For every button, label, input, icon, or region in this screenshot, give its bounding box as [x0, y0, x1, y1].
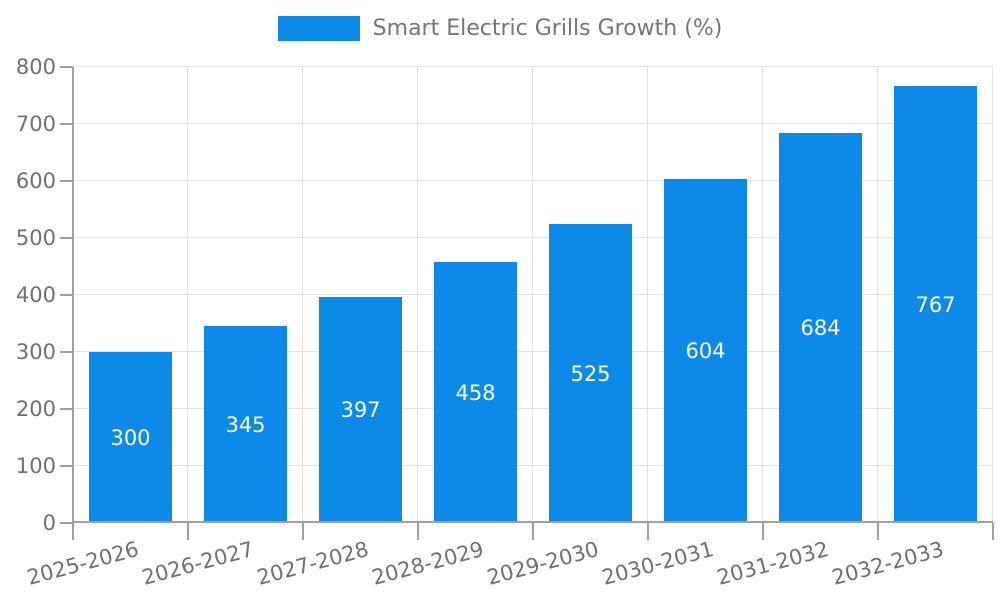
y-axis-tick-label: 300 — [15, 340, 56, 364]
x-axis-tick — [647, 523, 649, 540]
gridline-vertical — [762, 67, 763, 523]
y-axis-tick-label: 100 — [15, 454, 56, 478]
bar-value-label: 300 — [110, 425, 151, 450]
gridline-horizontal — [73, 408, 993, 409]
bar-value-label: 604 — [685, 339, 726, 363]
x-axis-tick — [992, 523, 994, 540]
gridline-vertical — [647, 67, 648, 523]
bar-2026-2027[interactable]: 345 — [204, 326, 287, 523]
y-axis-line — [72, 67, 74, 523]
y-axis-tick-label: 700 — [15, 112, 56, 136]
y-axis-tick — [60, 180, 73, 182]
x-axis-tick — [187, 523, 189, 540]
gridline-horizontal — [73, 123, 993, 124]
y-axis-tick-label: 200 — [15, 397, 56, 421]
gridline-horizontal — [73, 237, 993, 238]
bar-2025-2026[interactable]: 300 — [89, 352, 172, 523]
x-axis-tick — [532, 523, 534, 540]
y-axis-tick — [60, 123, 73, 125]
bar-2029-2030[interactable]: 525 — [549, 224, 632, 523]
y-axis-tick — [60, 465, 73, 467]
bar-value-label: 767 — [915, 292, 956, 317]
legend-swatch-icon — [277, 16, 360, 41]
gridline-horizontal — [73, 351, 993, 352]
y-axis-tick — [60, 237, 73, 239]
bar-2027-2028[interactable]: 397 — [319, 297, 402, 523]
gridline-horizontal — [73, 465, 993, 466]
y-axis-tick-label: 0 — [42, 511, 56, 535]
x-axis-tick — [302, 523, 304, 540]
bar-2030-2031[interactable]: 604 — [664, 179, 747, 523]
bar-2028-2029[interactable]: 458 — [434, 262, 517, 523]
y-axis-tick — [60, 66, 73, 68]
y-axis-tick — [60, 351, 73, 353]
bar-value-label: 397 — [340, 398, 381, 422]
gridline-vertical — [187, 67, 188, 523]
bar-value-label: 345 — [225, 412, 266, 437]
y-axis-tick-label: 800 — [15, 55, 56, 79]
y-axis-tick — [60, 522, 73, 524]
bar-value-label: 458 — [455, 380, 496, 405]
gridline-vertical — [992, 67, 993, 523]
x-axis-tick — [877, 523, 879, 540]
y-axis-tick-label: 500 — [15, 226, 56, 250]
bar-2032-2033[interactable]: 767 — [894, 86, 977, 523]
bar-2031-2032[interactable]: 684 — [779, 133, 862, 523]
legend[interactable]: Smart Electric Grills Growth (%) — [0, 16, 1000, 41]
x-axis-tick — [417, 523, 419, 540]
x-axis-tick — [72, 523, 74, 540]
gridline-horizontal — [73, 66, 993, 68]
gridline-horizontal — [73, 180, 993, 181]
gridline-vertical — [302, 67, 303, 523]
plot-area: 300 345 397 458 525 604 684 767 — [73, 66, 993, 523]
gridline-vertical — [417, 67, 418, 523]
gridline-vertical — [877, 67, 878, 523]
gridline-vertical — [532, 67, 533, 523]
bar-value-label: 525 — [570, 361, 611, 386]
y-axis-tick-label: 600 — [15, 169, 56, 193]
gridline-horizontal — [73, 294, 993, 295]
y-axis-tick — [60, 408, 73, 410]
bar-value-label: 684 — [800, 316, 841, 340]
x-axis-tick — [762, 523, 764, 540]
legend-label: Smart Electric Grills Growth (%) — [372, 16, 723, 41]
y-axis-tick — [60, 294, 73, 296]
y-axis-tick-label: 400 — [15, 283, 56, 307]
x-axis-line — [73, 521, 993, 523]
